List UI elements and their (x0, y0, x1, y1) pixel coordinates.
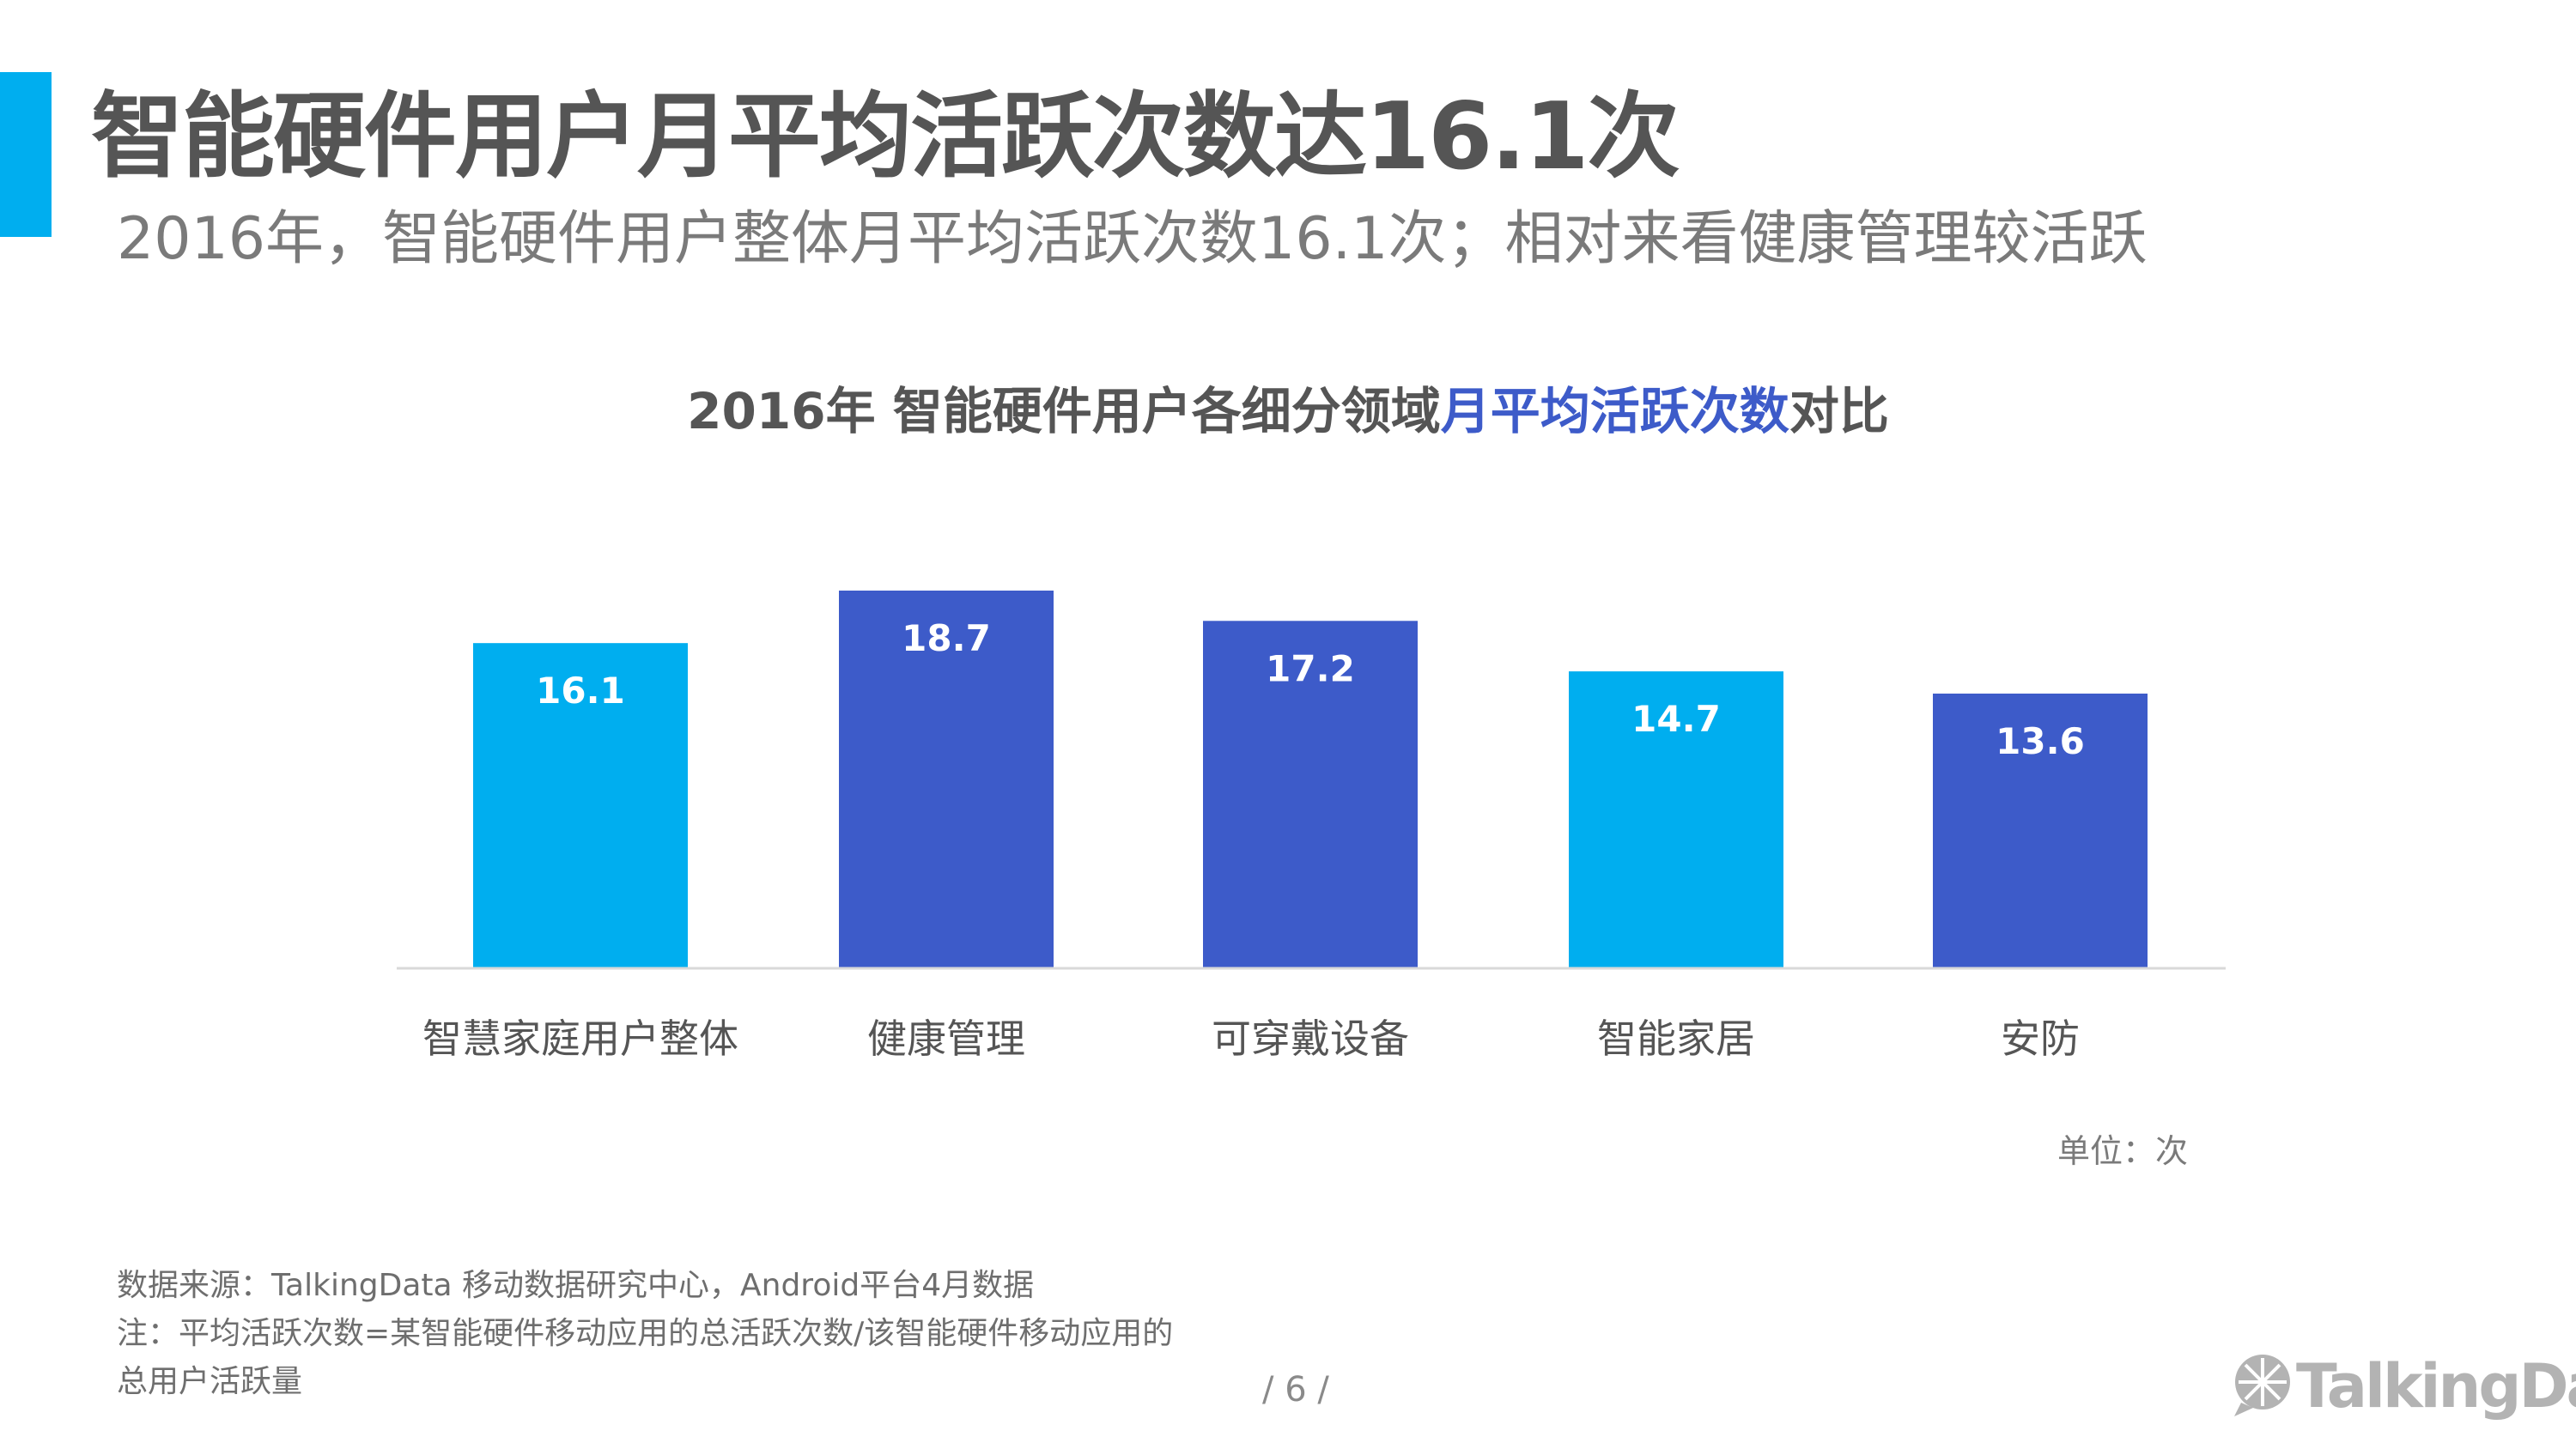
bar-value-label-2: 18.7 (902, 617, 991, 659)
category-label-1: 智慧家庭用户整体 (422, 1016, 738, 1062)
logo-text: TalkingData (2296, 1351, 2576, 1422)
chart-title-prefix: 2016年 智能硬件用户各细分领域 (687, 382, 1441, 440)
bar-4 (1569, 671, 1783, 968)
chart-title: 2016年 智能硬件用户各细分领域月平均活跃次数对比 (0, 371, 2576, 443)
bar-value-label-3: 17.2 (1266, 647, 1355, 689)
page-title: 智能硬件用户月平均活跃次数达16.1次 (91, 83, 1680, 191)
unit-label: 单位：次 (2057, 1132, 2188, 1170)
page-number: / 6 / (1262, 1370, 1329, 1410)
bar-3 (1203, 621, 1418, 968)
formula-note-line1: 注：平均活跃次数=某智能硬件移动应用的总活跃次数/该智能硬件移动应用的 (117, 1316, 1174, 1351)
bar-value-label-4: 14.7 (1631, 698, 1721, 740)
footnotes: 数据来源：TalkingData 移动数据研究中心，Android平台4月数据 … (117, 1262, 1173, 1406)
bar-value-label-1: 16.1 (536, 670, 625, 712)
page-subtitle: 2016年，智能硬件用户整体月平均活跃次数16.1次；相对来看健康管理较活跃 (117, 205, 2148, 273)
category-label-4: 智能家居 (1597, 1016, 1755, 1062)
chart-title-highlight: 月平均活跃次数 (1440, 382, 1789, 440)
data-source-note: 数据来源：TalkingData 移动数据研究中心，Android平台4月数据 (117, 1268, 1035, 1303)
category-label-3: 可穿戴设备 (1212, 1016, 1409, 1062)
bar-2 (839, 591, 1054, 968)
chart-title-suffix: 对比 (1789, 382, 1889, 440)
category-label-2: 健康管理 (867, 1016, 1025, 1062)
talkingdata-logo-icon (2229, 1351, 2296, 1422)
bar-1 (473, 643, 688, 968)
formula-note-line2: 总用户活跃量 (117, 1364, 303, 1399)
labels-layer: 16.1 智慧家庭用户整体 18.7 健康管理 17.2 可穿戴设备 14.7 智能家居 13.… (422, 617, 2085, 1062)
category-label-5: 安防 (2001, 1016, 2080, 1062)
talkingdata-logo: TalkingData (2229, 1348, 2576, 1425)
bar-5 (1933, 694, 2148, 968)
bars-layer (473, 591, 2148, 968)
bar-value-label-5: 13.6 (1996, 720, 2085, 762)
accent-bar (0, 72, 52, 237)
